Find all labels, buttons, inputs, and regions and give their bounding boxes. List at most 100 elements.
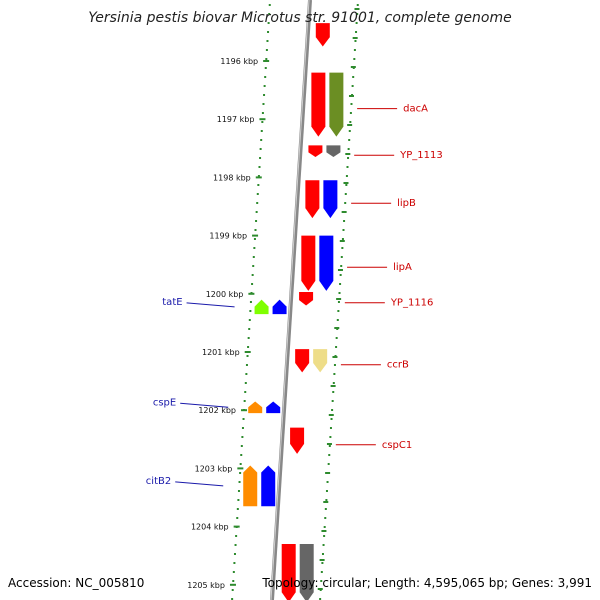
guide-dot [320, 580, 323, 582]
guide-dash [347, 124, 353, 126]
guide-dot [331, 409, 334, 411]
guide-dot [242, 418, 245, 420]
guide-dot [263, 85, 266, 87]
scale-tick-label: 1201 kbp [202, 348, 240, 357]
guide-dot [231, 598, 234, 600]
guide-dash [337, 269, 343, 271]
guide-dot [268, 4, 271, 6]
guide-dot [336, 319, 339, 321]
guide-dot [240, 454, 243, 456]
guide-dot [350, 103, 353, 105]
guide-dot [340, 256, 343, 258]
gene-arrow-forward [243, 465, 258, 507]
guide-dot [256, 193, 259, 195]
gene-label: dacA [403, 104, 428, 115]
guide-dot [244, 382, 247, 384]
guide-dot [328, 445, 331, 447]
gene-label: lipB [397, 198, 416, 209]
gene-arrow-reverse [315, 23, 330, 47]
guide-dash [319, 559, 325, 561]
scale-tick [229, 583, 236, 586]
guide-dot [248, 319, 251, 321]
guide-dot [322, 544, 325, 546]
guide-dot [345, 175, 348, 177]
guide-dot [321, 562, 324, 564]
guide-dot [253, 238, 256, 240]
guide-dot [239, 463, 242, 465]
guide-dot [237, 499, 240, 501]
guide-dot [261, 121, 264, 123]
cog-arrow [266, 401, 281, 414]
guide-dot [247, 346, 250, 348]
guide-dot [320, 571, 323, 573]
genome-backbone-highlight [270, 0, 310, 600]
guide-dot [325, 499, 328, 501]
guide-dash [330, 385, 336, 387]
guide-dot [354, 40, 357, 42]
guide-dash [326, 443, 332, 445]
guide-dot [236, 508, 239, 510]
guide-dot [258, 166, 261, 168]
guide-dot [347, 157, 350, 159]
guide-dot [319, 598, 322, 600]
guide-dot [324, 508, 327, 510]
scale-tick-label: 1197 kbp [217, 115, 255, 124]
guide-dot [356, 13, 359, 15]
guide-dash [354, 8, 360, 10]
guide-dot [245, 373, 248, 375]
guide-dot [239, 472, 242, 474]
guide-dot [338, 292, 341, 294]
cog-arrow [326, 145, 341, 158]
guide-dot [337, 301, 340, 303]
gene-features [243, 23, 344, 600]
cog-arrow [272, 299, 287, 315]
gene-arrow-reverse [311, 72, 326, 137]
accession-text: Accession: NC_005810 [8, 576, 144, 590]
guide-dot [231, 589, 234, 591]
guide-dot [246, 355, 249, 357]
scale-tick-label: 1205 kbp [187, 581, 225, 590]
scale-ticks: 1196 kbp 1197 kbp 1198 kbp 1199 kbp 1200 kbp… [187, 57, 270, 590]
guide-dot [329, 436, 332, 438]
guide-dot [241, 427, 244, 429]
guide-dash [325, 472, 331, 474]
scale-tick [263, 60, 270, 62]
guide-dot [251, 274, 254, 276]
scale-tick [255, 176, 262, 179]
guide-dot [335, 346, 338, 348]
guide-dot [241, 436, 244, 438]
guide-dot [243, 400, 246, 402]
guide-dash [334, 327, 340, 329]
guide-dot [247, 337, 250, 339]
guide-dot [325, 490, 328, 492]
guide-dot [264, 76, 267, 78]
gene-arrow-reverse [305, 180, 320, 219]
guide-dot [260, 139, 263, 141]
guide-dot [323, 526, 326, 528]
scale-tick [241, 409, 248, 412]
guide-dot [249, 310, 252, 312]
guide-dot [257, 184, 260, 186]
scale-tick-label: 1202 kbp [198, 406, 236, 415]
scale-tick [237, 467, 244, 470]
guide-dot [233, 553, 236, 555]
gene-arrow-forward [248, 401, 263, 414]
guide-dot [256, 202, 259, 204]
guide-dot [253, 247, 256, 249]
guide-dash [341, 211, 347, 213]
scale-tick-label: 1198 kbp [213, 173, 251, 182]
scale-tick [248, 292, 255, 295]
guide-dot [339, 274, 342, 276]
guide-dot [265, 58, 268, 60]
gene-label: YP_1116 [390, 298, 434, 309]
scale-tick-label: 1196 kbp [220, 57, 258, 66]
guide-dot [339, 283, 342, 285]
gene-label-leader [175, 481, 224, 487]
guide-dot [344, 193, 347, 195]
guide-dot [234, 544, 237, 546]
guide-dot [236, 517, 239, 519]
guide-dot [355, 31, 358, 33]
guide-dot [245, 364, 248, 366]
guide-dot [232, 580, 235, 582]
